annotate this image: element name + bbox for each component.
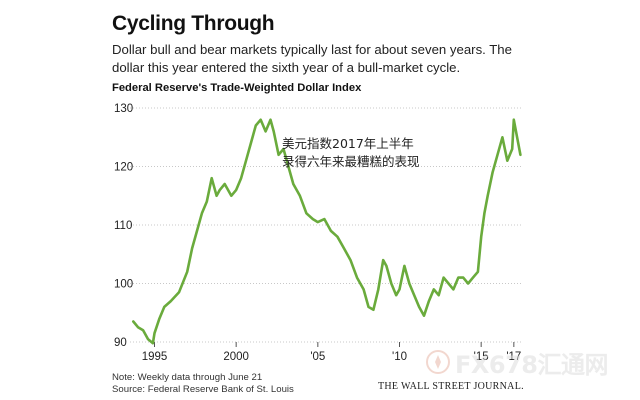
gridlines (130, 107, 522, 343)
source-text: Source: Federal Reserve Bank of St. Loui… (112, 384, 294, 395)
y-tick-label: 130 (114, 103, 133, 115)
publisher-logo: THE WALL STREET JOURNAL. (378, 381, 524, 392)
x-tick-label: '17 (506, 351, 521, 363)
headline: Cycling Through (112, 12, 275, 35)
watermark-text: FX678汇通网 (455, 350, 609, 379)
x-ticks: 1995 2000 '05 '10 '15 '17 (142, 342, 521, 363)
annotation-line-2: 录得六年来最糟糕的表现 (282, 154, 420, 169)
y-tick-label: 110 (114, 220, 132, 232)
x-tick-label: 1995 (142, 351, 168, 363)
x-tick-label: '05 (310, 351, 325, 363)
watermark: FX678汇通网 (426, 345, 609, 379)
note-text: Note: Weekly data through June 21 (112, 372, 263, 383)
annotation-line-1: 美元指数2017年上半年 (282, 136, 414, 151)
y-tick-label: 90 (114, 337, 127, 349)
y-tick-label: 120 (114, 162, 133, 174)
x-tick-label: '15 (474, 351, 489, 363)
series-line-dollar-index (132, 118, 522, 345)
chart-title: Federal Reserve's Trade-Weighted Dollar … (112, 82, 362, 94)
x-tick-label: '10 (392, 351, 407, 363)
y-tick-labels: 90 100 110 120 130 (114, 103, 133, 349)
watermark-logo-icon (426, 350, 450, 374)
x-tick-label: 2000 (223, 351, 249, 363)
y-tick-label: 100 (114, 279, 133, 291)
chart-note: Note: Weekly data through June 21 Source… (112, 372, 294, 396)
subheadline: Dollar bull and bear markets typically l… (112, 42, 512, 75)
